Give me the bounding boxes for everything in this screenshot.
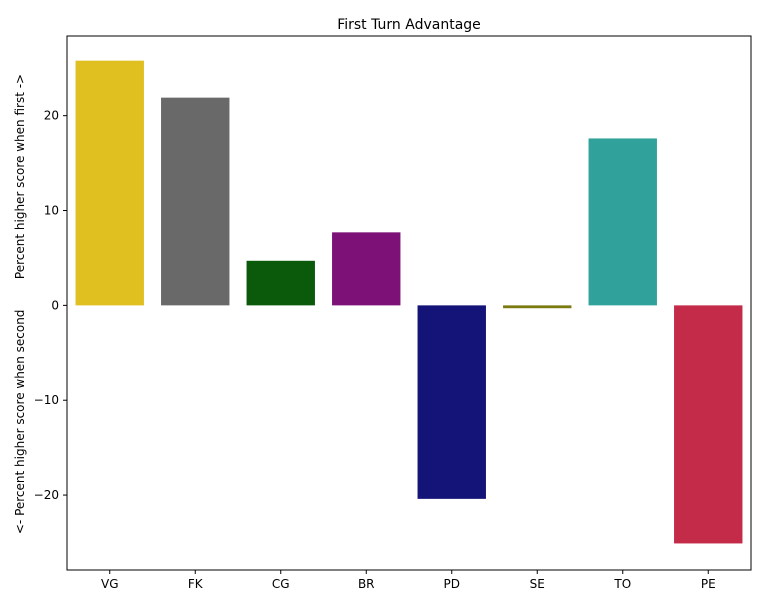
x-tick-label: BR: [358, 577, 375, 591]
bar-fk: [161, 97, 230, 306]
y-axis: −20 −10 0 10 20: [34, 109, 67, 502]
x-tick-label: TO: [613, 577, 631, 591]
y-tick-label: −10: [34, 393, 59, 407]
y-tick-label: 10: [44, 204, 59, 218]
y-axis-label: <- Percent higher score when second Perc…: [13, 74, 27, 534]
bar-vg: [75, 60, 144, 306]
x-tick-label: VG: [101, 577, 119, 591]
x-tick-label: CG: [272, 577, 290, 591]
x-tick-label: PE: [701, 577, 716, 591]
y-tick-label: 20: [44, 109, 59, 123]
chart-title: First Turn Advantage: [337, 17, 481, 33]
bars-group: [75, 60, 743, 544]
plot-frame: [66, 35, 752, 571]
x-tick-label: FK: [188, 577, 204, 591]
x-axis: VG FK CG BR PD SE TO PE: [101, 570, 716, 591]
bar-se: [503, 305, 572, 309]
y-tick-label: 0: [51, 298, 59, 312]
bar-to: [588, 138, 657, 306]
bar-br: [332, 232, 401, 306]
bar-pe: [674, 305, 743, 544]
bar-cg: [246, 260, 315, 306]
y-tick-label: −20: [34, 488, 59, 502]
x-tick-label: PD: [444, 577, 460, 591]
bar-pd: [417, 305, 486, 499]
x-tick-label: SE: [530, 577, 545, 591]
